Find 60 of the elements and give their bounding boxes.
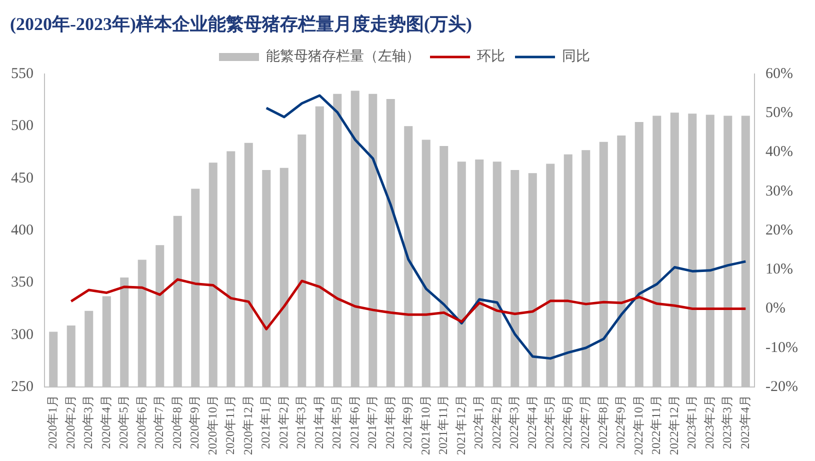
y2-tick-label: 0% — [766, 300, 786, 317]
y-tick-label: 450 — [11, 170, 34, 186]
x-tick-label: 2023年2月 — [702, 395, 716, 449]
x-tick-label: 2023年4月 — [738, 395, 752, 449]
y2-tick-label: 30% — [766, 183, 794, 200]
y2-tick-label: -10% — [766, 340, 798, 356]
x-tick-label: 2021年9月 — [400, 395, 415, 449]
x-tick-label: 2020年4月 — [98, 395, 113, 449]
x-tick-label: 2022年8月 — [596, 395, 610, 449]
x-tick-label: 2020年10月 — [205, 395, 220, 455]
x-tick-label: 2020年6月 — [134, 395, 148, 449]
x-tick-label: 2021年3月 — [294, 395, 308, 449]
y2-tick-label: 40% — [766, 144, 794, 160]
x-tick-label: 2021年5月 — [330, 395, 344, 449]
x-tick-label: 2020年7月 — [152, 395, 166, 449]
y-tick-label: 500 — [11, 118, 34, 134]
x-tick-label: 2022年10月 — [631, 395, 646, 455]
x-tick-label: 2020年9月 — [188, 395, 202, 449]
x-tick-label: 2022年2月 — [489, 395, 504, 449]
y2-tick-label: -20% — [766, 378, 798, 395]
x-tick-label: 2022年6月 — [560, 395, 574, 449]
x-tick-label: 2021年7月 — [365, 395, 380, 449]
x-tick-label: 2022年11月 — [649, 395, 664, 455]
x-tick-label: 2022年5月 — [542, 395, 557, 449]
legend-label: 能繁母猪存栏量（左轴） — [266, 48, 420, 65]
y-tick-label: 400 — [11, 222, 34, 238]
x-tick-label: 2020年12月 — [240, 395, 255, 455]
x-tick-label: 2021年11月 — [436, 395, 450, 455]
x-tick-label: 2021年2月 — [276, 395, 290, 449]
y-tick-label: 550 — [11, 66, 34, 82]
x-tick-label: 2021年8月 — [382, 395, 397, 449]
x-tick-label: 2022年3月 — [507, 395, 522, 449]
y-tick-label: 350 — [11, 274, 34, 291]
y-tick-label: 250 — [11, 378, 34, 395]
x-tick-label: 2020年5月 — [116, 395, 131, 449]
legend-label: 同比 — [562, 48, 590, 65]
y2-tick-label: 60% — [766, 66, 794, 82]
x-tick-label: 2022年4月 — [524, 395, 539, 449]
x-tick-label: 2023年3月 — [720, 395, 734, 449]
x-tick-label: 2020年2月 — [63, 395, 78, 449]
legend-label: 环比 — [477, 48, 505, 65]
chart-title: (2020年-2023年)样本企业能繁母猪存栏量月度走势图(万头) — [9, 13, 473, 36]
x-tick-label: 2020年1月 — [46, 395, 60, 449]
x-tick-label: 2022年1月 — [472, 395, 486, 449]
y2-tick-label: 50% — [766, 105, 794, 122]
x-tick-label: 2021年10月 — [418, 395, 432, 455]
x-tick-label: 2022年12月 — [666, 395, 681, 455]
x-tick-label: 2023年1月 — [684, 395, 699, 449]
x-tick-label: 2020年3月 — [81, 395, 96, 449]
x-tick-label: 2021年6月 — [347, 395, 362, 449]
x-tick-label: 2021年4月 — [312, 395, 326, 449]
y-tick-label: 300 — [11, 326, 34, 343]
y2-tick-label: 10% — [766, 262, 794, 278]
y2-tick-label: 20% — [766, 222, 794, 238]
x-tick-label: 2020年8月 — [170, 395, 184, 449]
x-tick-label: 2021年1月 — [258, 395, 273, 449]
x-tick-label: 2022年9月 — [614, 395, 628, 449]
x-tick-label: 2020年11月 — [223, 395, 238, 455]
x-tick-label: 2021年12月 — [454, 395, 468, 455]
x-tick-label: 2022年7月 — [578, 395, 592, 449]
